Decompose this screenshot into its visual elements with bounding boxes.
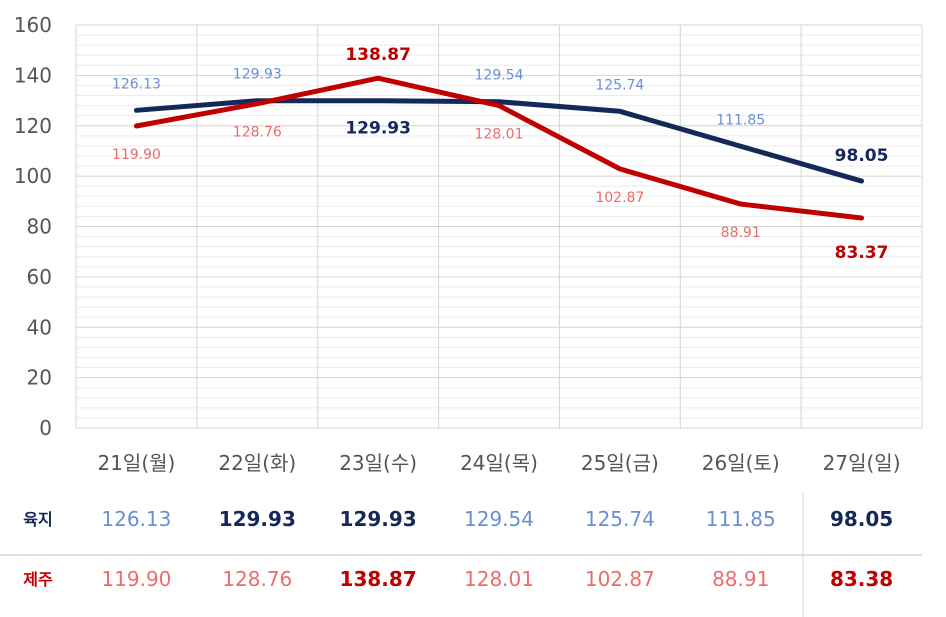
table-cell: 126.13 xyxy=(101,507,171,531)
data-label-제주: 119.90 xyxy=(112,147,161,163)
x-tick-label: 24일(목) xyxy=(460,451,538,475)
y-tick-label: 40 xyxy=(27,315,52,339)
table-row-header: 제주 xyxy=(23,570,53,589)
data-label-제주: 83.37 xyxy=(835,243,889,263)
y-tick-label: 20 xyxy=(27,366,52,390)
gridlines xyxy=(75,24,923,429)
table-cell: 83.38 xyxy=(830,567,893,591)
x-tick-label: 27일(일) xyxy=(823,451,901,475)
table-cell: 102.87 xyxy=(585,567,655,591)
table-cell: 111.85 xyxy=(706,507,776,531)
table-cell: 98.05 xyxy=(830,507,893,531)
data-label-육지: 129.93 xyxy=(345,119,411,139)
y-tick-label: 100 xyxy=(14,164,52,188)
table-cell: 129.54 xyxy=(464,507,534,531)
data-label-육지: 129.93 xyxy=(233,67,282,83)
series-lines xyxy=(133,75,865,221)
x-tick-label: 21일(월) xyxy=(97,451,175,475)
data-label-제주: 102.87 xyxy=(595,190,644,206)
table-cell: 128.01 xyxy=(464,567,534,591)
table-cell: 128.76 xyxy=(222,567,292,591)
table-cell: 88.91 xyxy=(712,567,769,591)
data-labels: 126.13 129.93 129.93 129.54 125.74 111.85 98.0… xyxy=(112,45,889,263)
y-tick-label: 160 xyxy=(14,13,52,37)
data-label-육지: 129.54 xyxy=(475,68,524,84)
data-label-육지: 125.74 xyxy=(595,77,644,93)
y-tick-label: 0 xyxy=(39,416,52,440)
y-tick-label: 60 xyxy=(27,265,52,289)
data-label-제주: 88.91 xyxy=(721,225,761,241)
x-tick-label: 25일(금) xyxy=(581,451,659,475)
data-table: 육지 126.13 129.93 129.93 129.54 125.74 111.85 98… xyxy=(0,493,922,617)
y-tick-label: 140 xyxy=(14,63,52,87)
table-cell: 129.93 xyxy=(219,507,296,531)
table-cell: 138.87 xyxy=(340,567,417,591)
table-cell: 119.90 xyxy=(101,567,171,591)
x-tick-label: 26일(토) xyxy=(702,451,780,475)
data-label-육지: 126.13 xyxy=(112,76,161,92)
data-label-제주: 128.01 xyxy=(475,127,524,143)
x-axis: 21일(월) 22일(화) 23일(수) 24일(목) 25일(금) 26일(토) 27일(… xyxy=(97,451,900,475)
series-line-육지 xyxy=(133,98,865,184)
data-label-육지: 111.85 xyxy=(716,112,765,128)
y-tick-label: 80 xyxy=(27,215,52,239)
table-cell: 125.74 xyxy=(585,507,655,531)
y-axis: 0 20 40 60 80 100 120 140 160 xyxy=(14,13,52,440)
y-tick-label: 120 xyxy=(14,114,52,138)
data-label-제주: 138.87 xyxy=(345,45,411,65)
x-tick-label: 23일(수) xyxy=(339,451,417,475)
series-line-제주 xyxy=(133,75,865,221)
table-row-header: 육지 xyxy=(23,510,52,529)
data-label-제주: 128.76 xyxy=(233,125,282,141)
table-cell: 129.93 xyxy=(340,507,417,531)
data-label-육지: 98.05 xyxy=(835,146,889,166)
x-tick-label: 22일(화) xyxy=(218,451,296,475)
